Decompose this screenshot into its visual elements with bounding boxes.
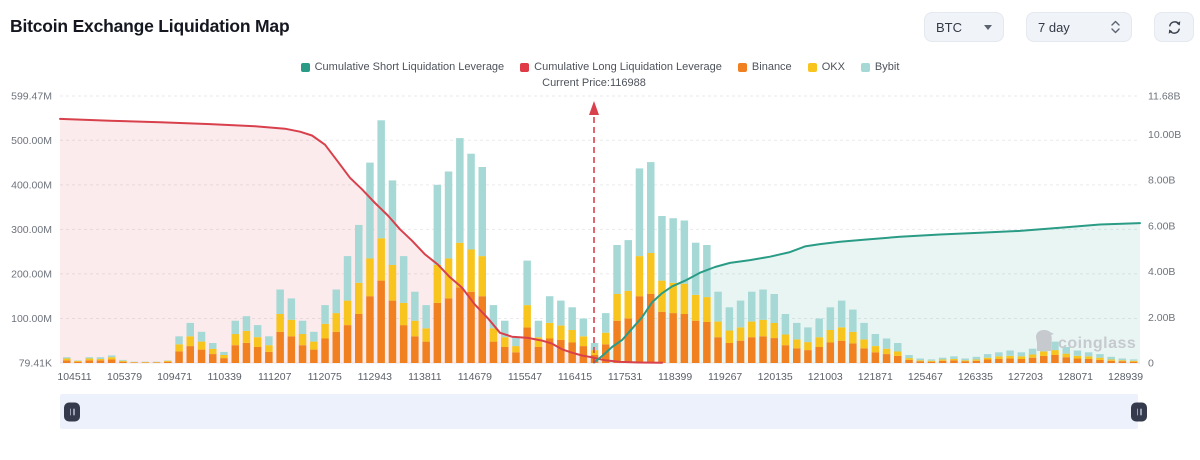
chart-legend: Cumulative Short Liquidation Leverage Cu… <box>0 61 1200 73</box>
grip-lines-icon <box>73 408 75 415</box>
legend-label: Cumulative Long Liquidation Leverage <box>534 61 722 73</box>
legend-swatch <box>520 62 530 72</box>
chevron-down-icon <box>984 24 992 30</box>
svg-text:coinglass: coinglass <box>1058 335 1136 352</box>
chart-range-scrollbar[interactable] <box>60 394 1147 429</box>
stepper-chevrons-icon[interactable] <box>1111 20 1120 34</box>
svg-text:113811: 113811 <box>408 371 442 383</box>
svg-text:2.00B: 2.00B <box>1148 312 1175 324</box>
svg-text:112943: 112943 <box>358 371 392 383</box>
svg-text:118399: 118399 <box>658 371 692 383</box>
svg-text:105379: 105379 <box>107 371 142 383</box>
svg-text:100.00M: 100.00M <box>11 313 52 325</box>
legend-item-bybit[interactable]: Bybit <box>860 61 900 73</box>
page-title: Bitcoin Exchange Liquidation Map <box>10 16 290 36</box>
grip-lines-icon <box>69 408 71 415</box>
current-price-marker <box>589 101 599 363</box>
svg-text:109471: 109471 <box>157 371 192 383</box>
svg-text:300.00M: 300.00M <box>11 224 52 236</box>
legend-swatch <box>807 62 817 72</box>
legend-item-binance[interactable]: Binance <box>737 61 792 73</box>
legend-label: OKX <box>821 61 845 73</box>
grip-lines-icon <box>1140 408 1142 415</box>
legend-label: Cumulative Short Liquidation Leverage <box>314 61 505 73</box>
svg-text:114679: 114679 <box>458 371 492 383</box>
svg-text:119267: 119267 <box>708 371 742 383</box>
svg-text:128071: 128071 <box>1058 371 1093 383</box>
legend-item-short-leverage[interactable]: Cumulative Short Liquidation Leverage <box>300 61 505 73</box>
svg-text:599.47M: 599.47M <box>11 91 52 103</box>
svg-text:125467: 125467 <box>908 371 943 383</box>
svg-text:11.68B: 11.68B <box>1148 91 1181 103</box>
refresh-button[interactable] <box>1154 12 1194 42</box>
coinglass-watermark: coinglass <box>1036 330 1136 352</box>
svg-text:116415: 116415 <box>558 371 592 383</box>
svg-text:79.41K: 79.41K <box>19 357 52 369</box>
legend-swatch <box>300 62 310 72</box>
coin-select[interactable]: BTC <box>924 12 1004 42</box>
svg-text:128939: 128939 <box>1108 371 1143 383</box>
legend-label: Bybit <box>874 61 900 73</box>
svg-text:111207: 111207 <box>258 371 292 383</box>
svg-text:500.00M: 500.00M <box>11 135 52 147</box>
svg-text:400.00M: 400.00M <box>11 179 52 191</box>
legend-swatch <box>860 62 870 72</box>
svg-text:10.00B: 10.00B <box>1148 129 1181 141</box>
svg-text:200.00M: 200.00M <box>11 268 52 280</box>
range-handle-right[interactable] <box>1131 402 1147 421</box>
svg-text:121003: 121003 <box>808 371 843 383</box>
svg-text:104511: 104511 <box>57 371 91 383</box>
legend-label: Binance <box>751 61 792 73</box>
right-axis-labels: 11.68B 10.00B 8.00B 6.00B 4.00B 2.00B 0 <box>1148 91 1181 370</box>
svg-text:120135: 120135 <box>758 371 793 383</box>
svg-text:6.00B: 6.00B <box>1148 220 1175 232</box>
svg-text:126335: 126335 <box>958 371 993 383</box>
svg-text:117531: 117531 <box>608 371 642 383</box>
timeframe-select[interactable]: 7 day <box>1026 12 1132 42</box>
svg-text:127203: 127203 <box>1008 371 1043 383</box>
header-controls: BTC 7 day <box>924 12 1194 42</box>
long-liquidation-line <box>59 117 663 364</box>
gridlines <box>60 95 1140 364</box>
plot-hover-area[interactable] <box>60 96 1140 363</box>
left-axis-labels: 599.47M 500.00M 400.00M 300.00M 200.00M 100.0… <box>11 91 52 370</box>
svg-text:4.00B: 4.00B <box>1148 266 1175 278</box>
short-liquidation-line <box>593 222 1141 364</box>
range-handle-left[interactable] <box>64 402 80 421</box>
coin-select-value: BTC <box>936 19 962 35</box>
refresh-icon <box>1168 20 1180 34</box>
legend-item-long-leverage[interactable]: Cumulative Long Liquidation Leverage <box>520 61 722 73</box>
legend-swatch <box>737 62 747 72</box>
grip-lines-icon <box>1136 408 1138 415</box>
svg-text:121871: 121871 <box>858 371 893 383</box>
svg-text:0: 0 <box>1148 358 1154 370</box>
svg-text:112075: 112075 <box>308 371 342 383</box>
svg-text:8.00B: 8.00B <box>1148 175 1175 187</box>
legend-item-okx[interactable]: OKX <box>807 61 845 73</box>
svg-text:110339: 110339 <box>208 371 242 383</box>
timeframe-select-value: 7 day <box>1038 19 1070 35</box>
x-axis-labels: 104511 105379 109471 110339 111207 112075 1129… <box>57 371 1143 383</box>
current-price-label: Current Price:116988 <box>542 77 646 89</box>
svg-text:115547: 115547 <box>508 371 542 383</box>
